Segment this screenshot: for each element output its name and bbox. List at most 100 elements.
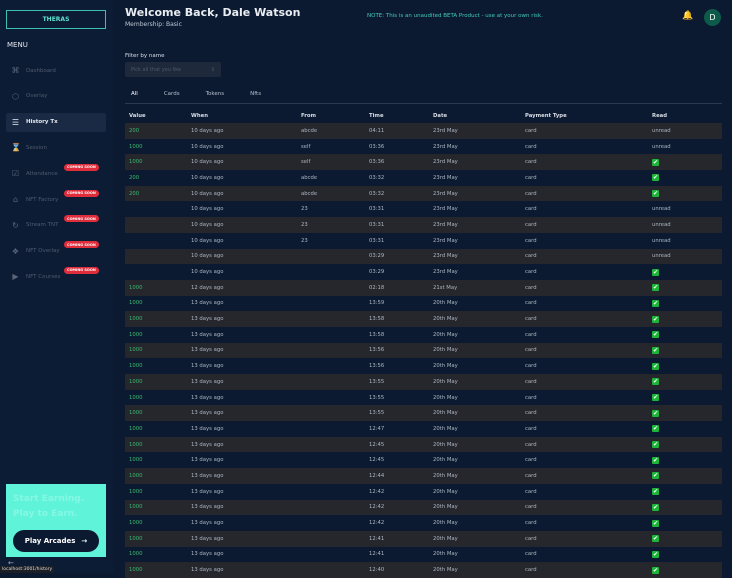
sidebar-item-dashboard[interactable]: ⌘ Dashboard [6,61,106,80]
table-row[interactable]: 1000 13 days ago 13:55 20th May card ✔ [125,374,722,390]
cell-payment-type: card [521,248,648,265]
cell-from [297,484,365,500]
cell-from [297,374,365,390]
column-header[interactable]: Time [369,112,384,119]
column-header[interactable]: Read [652,112,668,119]
video-icon: ▶ [12,272,19,282]
sidebar-item-attendance[interactable]: ☑ Attendance [6,164,106,183]
cell-time: 12:44 [365,468,429,484]
cell-value [125,248,187,265]
sidebar-item-label: Stream TNT [26,222,59,229]
table-row[interactable]: 1000 13 days ago 13:58 20th May card ✔ [125,327,722,343]
table-row[interactable]: 1000 13 days ago 12:41 20th May card ✔ [125,547,722,563]
cell-from [297,358,365,374]
cell-when: 13 days ago [187,468,297,484]
table-row[interactable]: 10 days ago 03:29 23rd May card unread [125,248,722,265]
tab-tokens[interactable]: Tokens [205,91,225,97]
bell-icon[interactable]: 🔔 [682,11,694,21]
cell-value: 1000 [125,374,187,390]
cell-value: 1000 [129,457,143,464]
table-row[interactable]: 1000 13 days ago 12:42 20th May card ✔ [125,499,722,516]
column-header[interactable]: From [301,112,317,119]
cell-when: 10 days ago [187,248,297,265]
sidebar-item-nft-overlay[interactable]: ❖ NFT Overlay [6,242,106,261]
cell-when: 10 days ago [191,174,224,181]
table-row[interactable]: 1000 13 days ago 12:47 20th May card ✔ [125,421,722,437]
table-row[interactable]: 1000 13 days ago 13:56 20th May card ✔ [125,342,722,359]
cell-value: 1000 [129,363,143,370]
checkbox-checked-icon: ✔ [652,331,659,339]
table-row[interactable]: 1000 13 days ago 13:58 20th May card ✔ [125,311,722,327]
column-header[interactable]: When [191,112,208,119]
tab-nfts[interactable]: Nfts [250,91,262,97]
cell-payment-type: card [525,206,537,213]
table-row[interactable]: 1000 13 days ago 12:42 20th May card ✔ [125,484,722,500]
cell-date: 20th May [433,457,458,464]
table-row[interactable]: 10 days ago 23 03:31 23rd May card unread [125,233,722,249]
avatar[interactable]: D [704,9,721,26]
table-row[interactable]: 200 10 days ago abcde 04:11 23rd May card unre… [125,123,722,139]
column-header[interactable]: Value [129,112,146,119]
table-row[interactable]: 1000 13 days ago 12:40 20th May card ✔ [125,562,722,578]
cell-payment-type: card [521,311,648,327]
table-row[interactable]: 1000 10 days ago self 03:36 23rd May card ✔ [125,154,722,171]
cell-value: 200 [129,174,140,181]
cell-value: 1000 [125,468,187,484]
table-row[interactable]: 200 10 days ago abcde 03:32 23rd May card ✔ [125,185,722,202]
sidebar-item-overlay[interactable]: ⬡ Overlay [6,87,106,106]
play-arcades-button[interactable]: Play Arcades → [13,530,99,552]
sidebar-item-history-tx[interactable]: ☰ History Tx [6,112,106,132]
table-row[interactable]: 1000 13 days ago 12:45 20th May card ✔ [125,436,722,453]
promo-card: Start Earning. Play to Earn. Play Arcades… [6,484,106,557]
cell-time: 13:58 [365,311,429,327]
logo[interactable]: THERAS [6,10,106,29]
table-row[interactable]: 10 days ago 23 03:31 23rd May card unread [125,217,722,233]
sidebar-item-session[interactable]: ⌛ Session [6,138,106,157]
cell-date: 20th May [429,374,521,390]
column-header[interactable]: Date [433,112,448,119]
coming-soon-badge: COMING SOON [64,241,99,249]
coming-soon-badge: COMING SOON [64,189,99,197]
cell-when: 10 days ago [187,185,297,202]
checkbox-checked-icon: ✔ [652,174,659,182]
table-row[interactable]: 1000 13 days ago 13:59 20th May card ✔ [125,296,722,312]
cell-from [297,547,365,563]
cell-date: 20th May [429,311,521,327]
cell-value: 1000 [129,394,143,401]
sidebar-item-nft-courses[interactable]: ▶ NFT Courses [6,267,106,286]
table-row[interactable]: 1000 10 days ago self 03:36 23rd May card unre… [125,139,722,155]
cell-time: 12:47 [369,425,385,432]
tab-all[interactable]: All [131,91,138,97]
cell-from [297,436,365,453]
table-row[interactable]: 1000 13 days ago 12:42 20th May card ✔ [125,515,722,531]
checkbox-checked-icon: ✔ [652,441,659,449]
table-row[interactable]: 10 days ago 03:29 23rd May card ✔ [125,264,722,280]
cell-time: 12:42 [369,520,385,527]
checkbox-checked-icon: ✔ [652,519,659,527]
filter-select[interactable]: Pick all that you like ⇕ [125,62,221,77]
cell-value: 1000 [125,154,187,171]
table-row[interactable]: 1000 13 days ago 12:45 20th May card ✔ [125,452,722,468]
cell-time: 12:42 [365,499,429,516]
sidebar-item-stream-tnt[interactable]: ↻ Stream TNT [6,216,106,235]
table-row[interactable]: 1000 13 days ago 12:44 20th May card ✔ [125,468,722,484]
cell-from [297,452,365,468]
cell-read: ✔ [648,185,722,202]
cell-date: 20th May [433,425,458,432]
table-row[interactable]: 1000 13 days ago 13:55 20th May card ✔ [125,405,722,422]
cell-from [297,421,365,437]
table-row[interactable]: 1000 12 days ago 02:18 21st May card ✔ [125,279,722,296]
back-arrow-icon[interactable]: ← [8,559,14,567]
table-row[interactable]: 1000 13 days ago 13:56 20th May card ✔ [125,358,722,374]
column-header[interactable]: Payment Type [525,112,567,119]
cell-payment-type: card [521,342,648,359]
cell-value: 1000 [129,488,143,495]
tab-cards[interactable]: Cards [163,91,180,97]
sidebar-item-nft-factory[interactable]: ⌂ NFT Factory [6,190,106,209]
table-row[interactable]: 200 10 days ago abcde 03:32 23rd May card ✔ [125,170,722,186]
cell-payment-type: card [521,279,648,296]
table-row[interactable]: 1000 13 days ago 12:41 20th May card ✔ [125,530,722,547]
table-row[interactable]: 1000 13 days ago 13:55 20th May card ✔ [125,390,722,406]
table-row[interactable]: 10 days ago 23 03:31 23rd May card unread [125,201,722,217]
filter-label: Filter by name [125,53,165,59]
